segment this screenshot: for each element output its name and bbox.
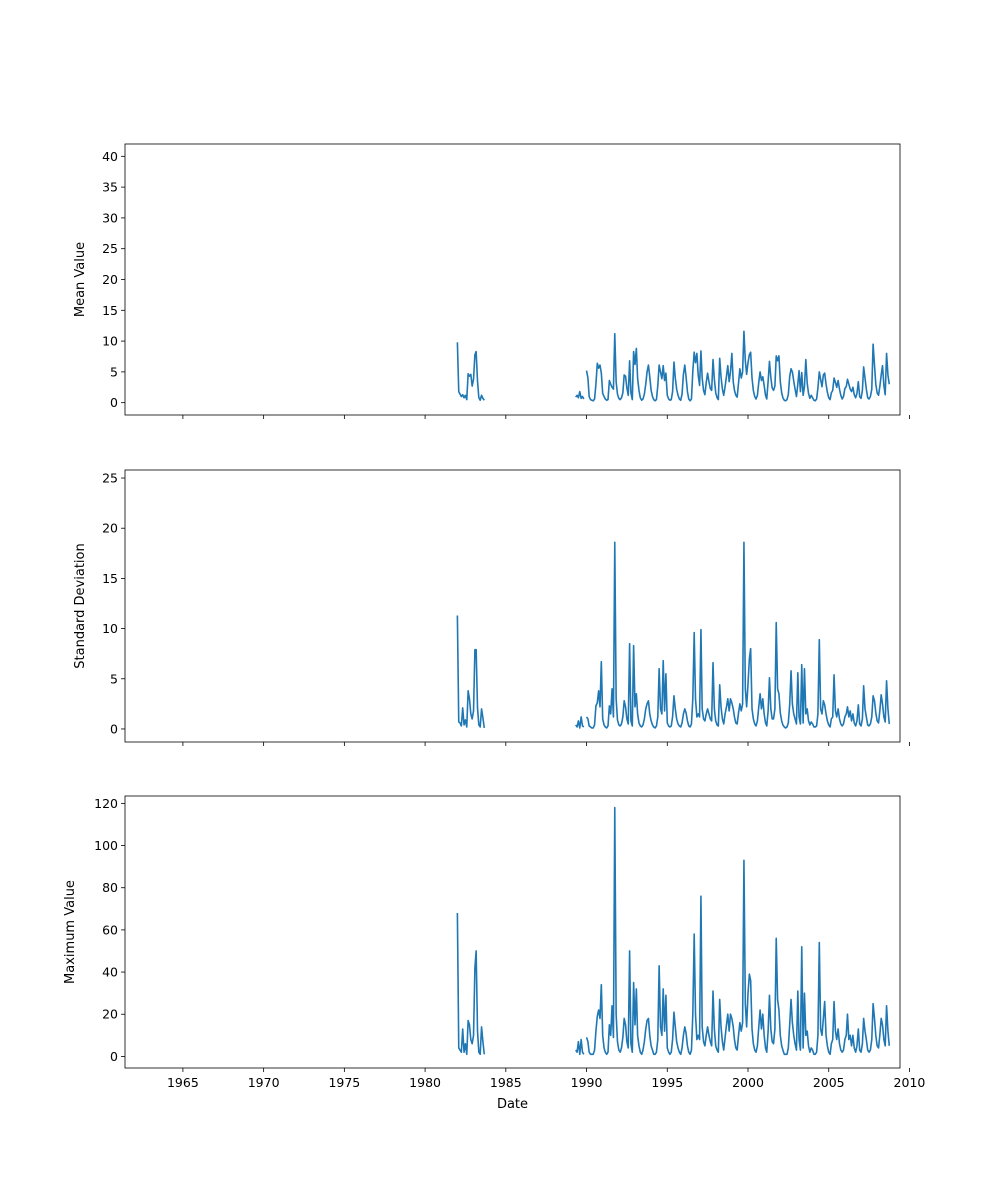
max-series <box>456 806 891 1056</box>
x-tick-label: 2005 <box>813 1075 845 1090</box>
std-y-tick-label: 5 <box>110 671 118 686</box>
x-tick-label: 1980 <box>409 1075 441 1090</box>
mean-line-segment-0 <box>456 342 485 402</box>
max-line-segment-1 <box>575 1038 585 1056</box>
max-y-tick-label: 100 <box>94 838 118 853</box>
std-axes-frame <box>124 469 901 743</box>
x-tick-label: 1975 <box>328 1075 360 1090</box>
max-line-segment-2 <box>585 806 891 1056</box>
std-line-segment-1 <box>575 716 585 729</box>
mean-y-tick-label: 25 <box>102 241 118 256</box>
mean-value-panel: 0 5 10 15 20 25 30 35 40 Mean Value <box>73 143 910 419</box>
mean-y-tick-label: 0 <box>110 395 118 410</box>
max-y-tick-label: 80 <box>102 880 118 895</box>
std-line-segment-0 <box>456 615 486 729</box>
mean-y-tick-label: 40 <box>102 149 118 164</box>
max-value-panel: 0 20 40 60 80 100 120 1965 1970 1975 1980 1985 1990… <box>63 795 925 1112</box>
max-x-ticks: 1965 1970 1975 1980 1985 1990 1995 2000 2005 2010 <box>167 1068 925 1090</box>
mean-series <box>456 330 891 402</box>
max-y-tick-label: 120 <box>94 796 118 811</box>
x-tick-label: 1970 <box>248 1075 280 1090</box>
mean-y-tick-label: 5 <box>110 364 118 379</box>
max-line-segment-0 <box>456 913 486 1056</box>
std-y-ticks: 0 5 10 15 20 25 <box>102 471 125 736</box>
std-y-tick-label: 15 <box>102 571 118 586</box>
max-y-tick-label: 40 <box>102 965 118 980</box>
max-axes-frame <box>124 795 901 1069</box>
mean-y-ticks: 0 5 10 15 20 25 30 35 40 <box>102 149 125 410</box>
x-axis-label: Date <box>497 1097 528 1112</box>
std-y-axis-label: Standard Deviation <box>73 543 88 668</box>
max-y-tick-label: 0 <box>110 1049 118 1064</box>
max-y-axis-label: Maximum Value <box>63 880 78 984</box>
mean-x-ticks <box>182 415 910 419</box>
max-y-tick-label: 60 <box>102 922 118 937</box>
mean-axes-frame <box>124 143 901 416</box>
std-line-segment-2 <box>585 541 891 729</box>
std-y-tick-label: 10 <box>102 621 118 636</box>
x-tick-label: 1995 <box>651 1075 683 1090</box>
max-y-ticks: 0 20 40 60 80 100 120 <box>94 796 125 1064</box>
mean-line-segment-1 <box>575 390 585 400</box>
mean-y-axis-label: Mean Value <box>73 242 88 317</box>
std-dev-panel: 0 5 10 15 20 25 Standard Deviation <box>73 469 910 746</box>
std-series <box>456 541 891 729</box>
x-tick-label: 2000 <box>732 1075 764 1090</box>
x-tick-label: 2010 <box>894 1075 926 1090</box>
mean-y-tick-label: 30 <box>102 210 118 225</box>
x-tick-label: 1990 <box>571 1075 603 1090</box>
max-y-tick-label: 20 <box>102 1007 118 1022</box>
mean-y-tick-label: 35 <box>102 180 118 195</box>
std-y-tick-label: 25 <box>102 471 118 486</box>
mean-y-tick-label: 10 <box>102 334 118 349</box>
std-y-tick-label: 20 <box>102 521 118 536</box>
std-x-ticks <box>182 742 910 746</box>
mean-y-tick-label: 20 <box>102 272 118 287</box>
mean-y-tick-label: 15 <box>102 303 118 318</box>
x-tick-label: 1965 <box>167 1075 199 1090</box>
mean-line-segment-2 <box>585 330 891 402</box>
x-tick-label: 1985 <box>490 1075 522 1090</box>
std-y-tick-label: 0 <box>110 721 118 736</box>
